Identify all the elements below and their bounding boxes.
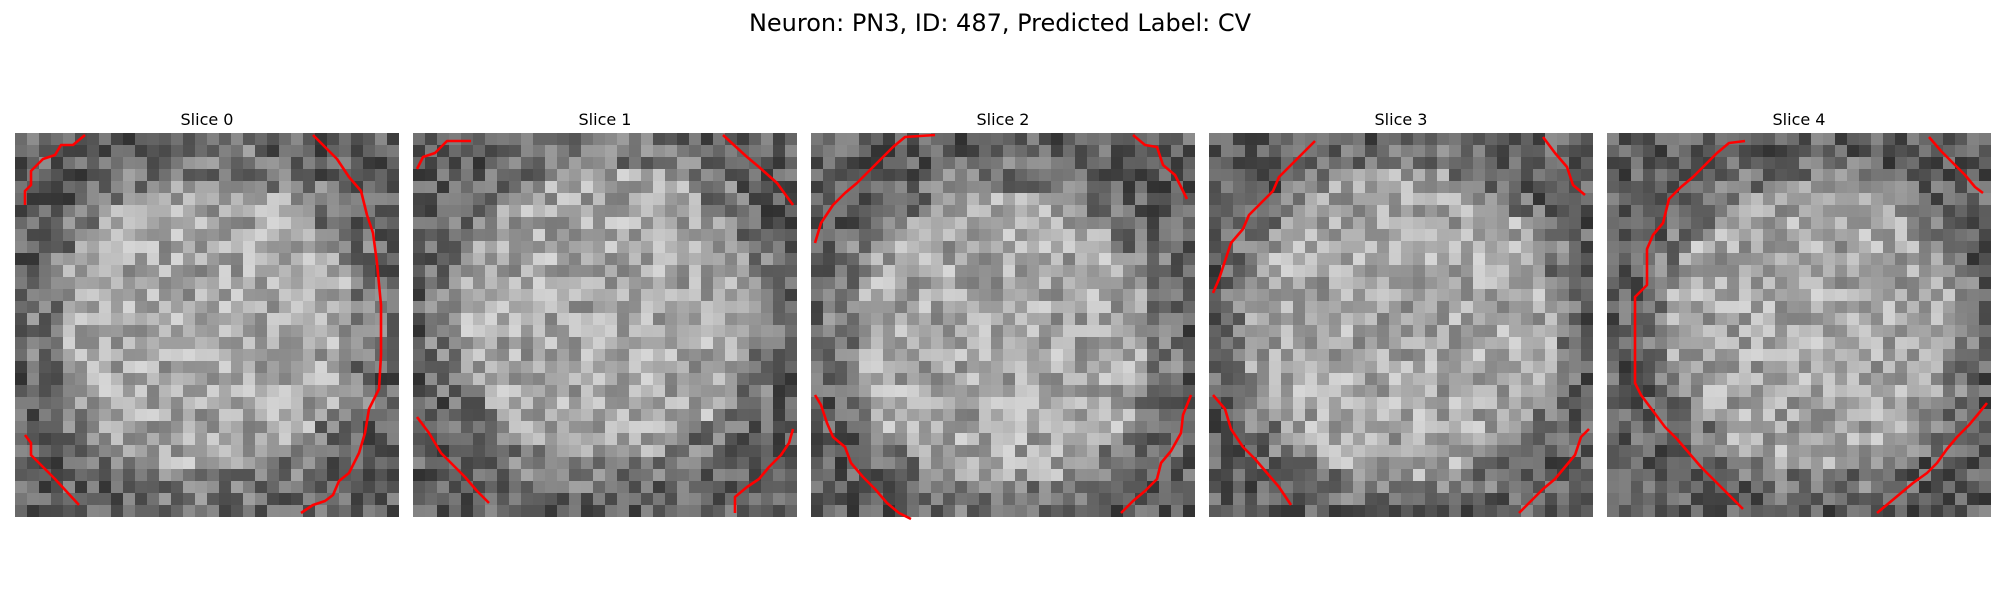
segmentation-contour: [813, 133, 1193, 521]
slice-image: [811, 133, 1195, 517]
slice-image: [413, 133, 797, 517]
segmentation-contour: [23, 134, 383, 515]
contour-segment: [1633, 139, 1746, 510]
figure-title: Neuron: PN3, ID: 487, Predicted Label: C…: [748, 9, 1252, 37]
slice-image: [1209, 133, 1593, 517]
segmentation-contour: [415, 134, 795, 513]
slice-title: Slice 0: [180, 110, 234, 129]
contour-segment: [813, 394, 912, 521]
contour-segment: [733, 428, 795, 513]
slice-image: [15, 133, 399, 517]
slice-panel-1: Slice 1: [413, 108, 797, 517]
segmentation-contour: [1633, 136, 1989, 514]
contour-segment: [1928, 136, 1984, 195]
slice-title: Slice 3: [1374, 110, 1428, 129]
contour-segment: [1212, 394, 1293, 506]
contour-segment: [23, 134, 86, 205]
contour-segment: [415, 416, 490, 504]
slice-title: Slice 1: [578, 110, 632, 129]
contour-segment: [722, 134, 795, 206]
contour-segment: [813, 133, 936, 244]
contour-segment: [1541, 136, 1586, 196]
slice-title: Slice 2: [976, 110, 1030, 129]
contour-segment: [1120, 394, 1193, 514]
contour-segment: [300, 134, 383, 515]
contour-segment: [23, 434, 80, 506]
contour-segment: [1211, 140, 1316, 294]
contour-segment: [1518, 428, 1590, 514]
slice-panel-4: Slice 4: [1607, 108, 1991, 517]
contour-segment: [415, 139, 471, 170]
segmentation-contour: [1211, 136, 1590, 514]
slice-title: Slice 4: [1772, 110, 1826, 129]
contour-segment: [1876, 402, 1989, 514]
contour-segment: [1132, 134, 1189, 200]
slice-panel-0: Slice 0: [15, 108, 399, 517]
slice-panel-2: Slice 2: [811, 108, 1195, 521]
slice-panel-3: Slice 3: [1209, 108, 1593, 517]
